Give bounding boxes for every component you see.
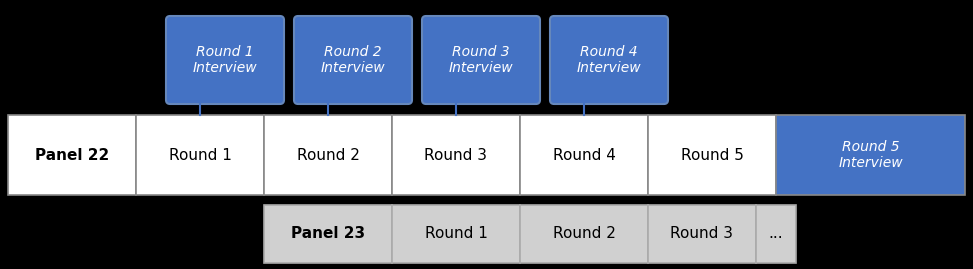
FancyBboxPatch shape bbox=[422, 16, 540, 104]
Text: Round 2: Round 2 bbox=[297, 147, 359, 162]
Text: Panel 22: Panel 22 bbox=[35, 147, 109, 162]
FancyBboxPatch shape bbox=[8, 115, 136, 195]
FancyBboxPatch shape bbox=[648, 115, 776, 195]
Text: Round 3
Interview: Round 3 Interview bbox=[449, 45, 514, 75]
Text: Round 2: Round 2 bbox=[553, 226, 616, 242]
FancyBboxPatch shape bbox=[392, 205, 520, 263]
FancyBboxPatch shape bbox=[648, 205, 756, 263]
FancyBboxPatch shape bbox=[520, 115, 648, 195]
FancyBboxPatch shape bbox=[776, 115, 965, 195]
FancyBboxPatch shape bbox=[550, 16, 668, 104]
FancyBboxPatch shape bbox=[392, 115, 520, 195]
FancyBboxPatch shape bbox=[294, 16, 412, 104]
Text: Round 5: Round 5 bbox=[680, 147, 743, 162]
Text: Round 4: Round 4 bbox=[553, 147, 616, 162]
Text: Round 2
Interview: Round 2 Interview bbox=[321, 45, 385, 75]
FancyBboxPatch shape bbox=[166, 16, 284, 104]
FancyBboxPatch shape bbox=[264, 115, 392, 195]
Text: Round 3: Round 3 bbox=[424, 147, 487, 162]
Text: Round 1
Interview: Round 1 Interview bbox=[193, 45, 257, 75]
Text: Panel 23: Panel 23 bbox=[291, 226, 365, 242]
FancyBboxPatch shape bbox=[756, 205, 796, 263]
FancyBboxPatch shape bbox=[520, 205, 648, 263]
Text: Round 3: Round 3 bbox=[670, 226, 734, 242]
FancyBboxPatch shape bbox=[136, 115, 264, 195]
Text: Round 4
Interview: Round 4 Interview bbox=[577, 45, 641, 75]
Text: ...: ... bbox=[769, 226, 783, 242]
Text: Round 1: Round 1 bbox=[424, 226, 487, 242]
FancyBboxPatch shape bbox=[264, 205, 392, 263]
Text: Round 1: Round 1 bbox=[168, 147, 232, 162]
Text: Round 5
Interview: Round 5 Interview bbox=[838, 140, 903, 170]
